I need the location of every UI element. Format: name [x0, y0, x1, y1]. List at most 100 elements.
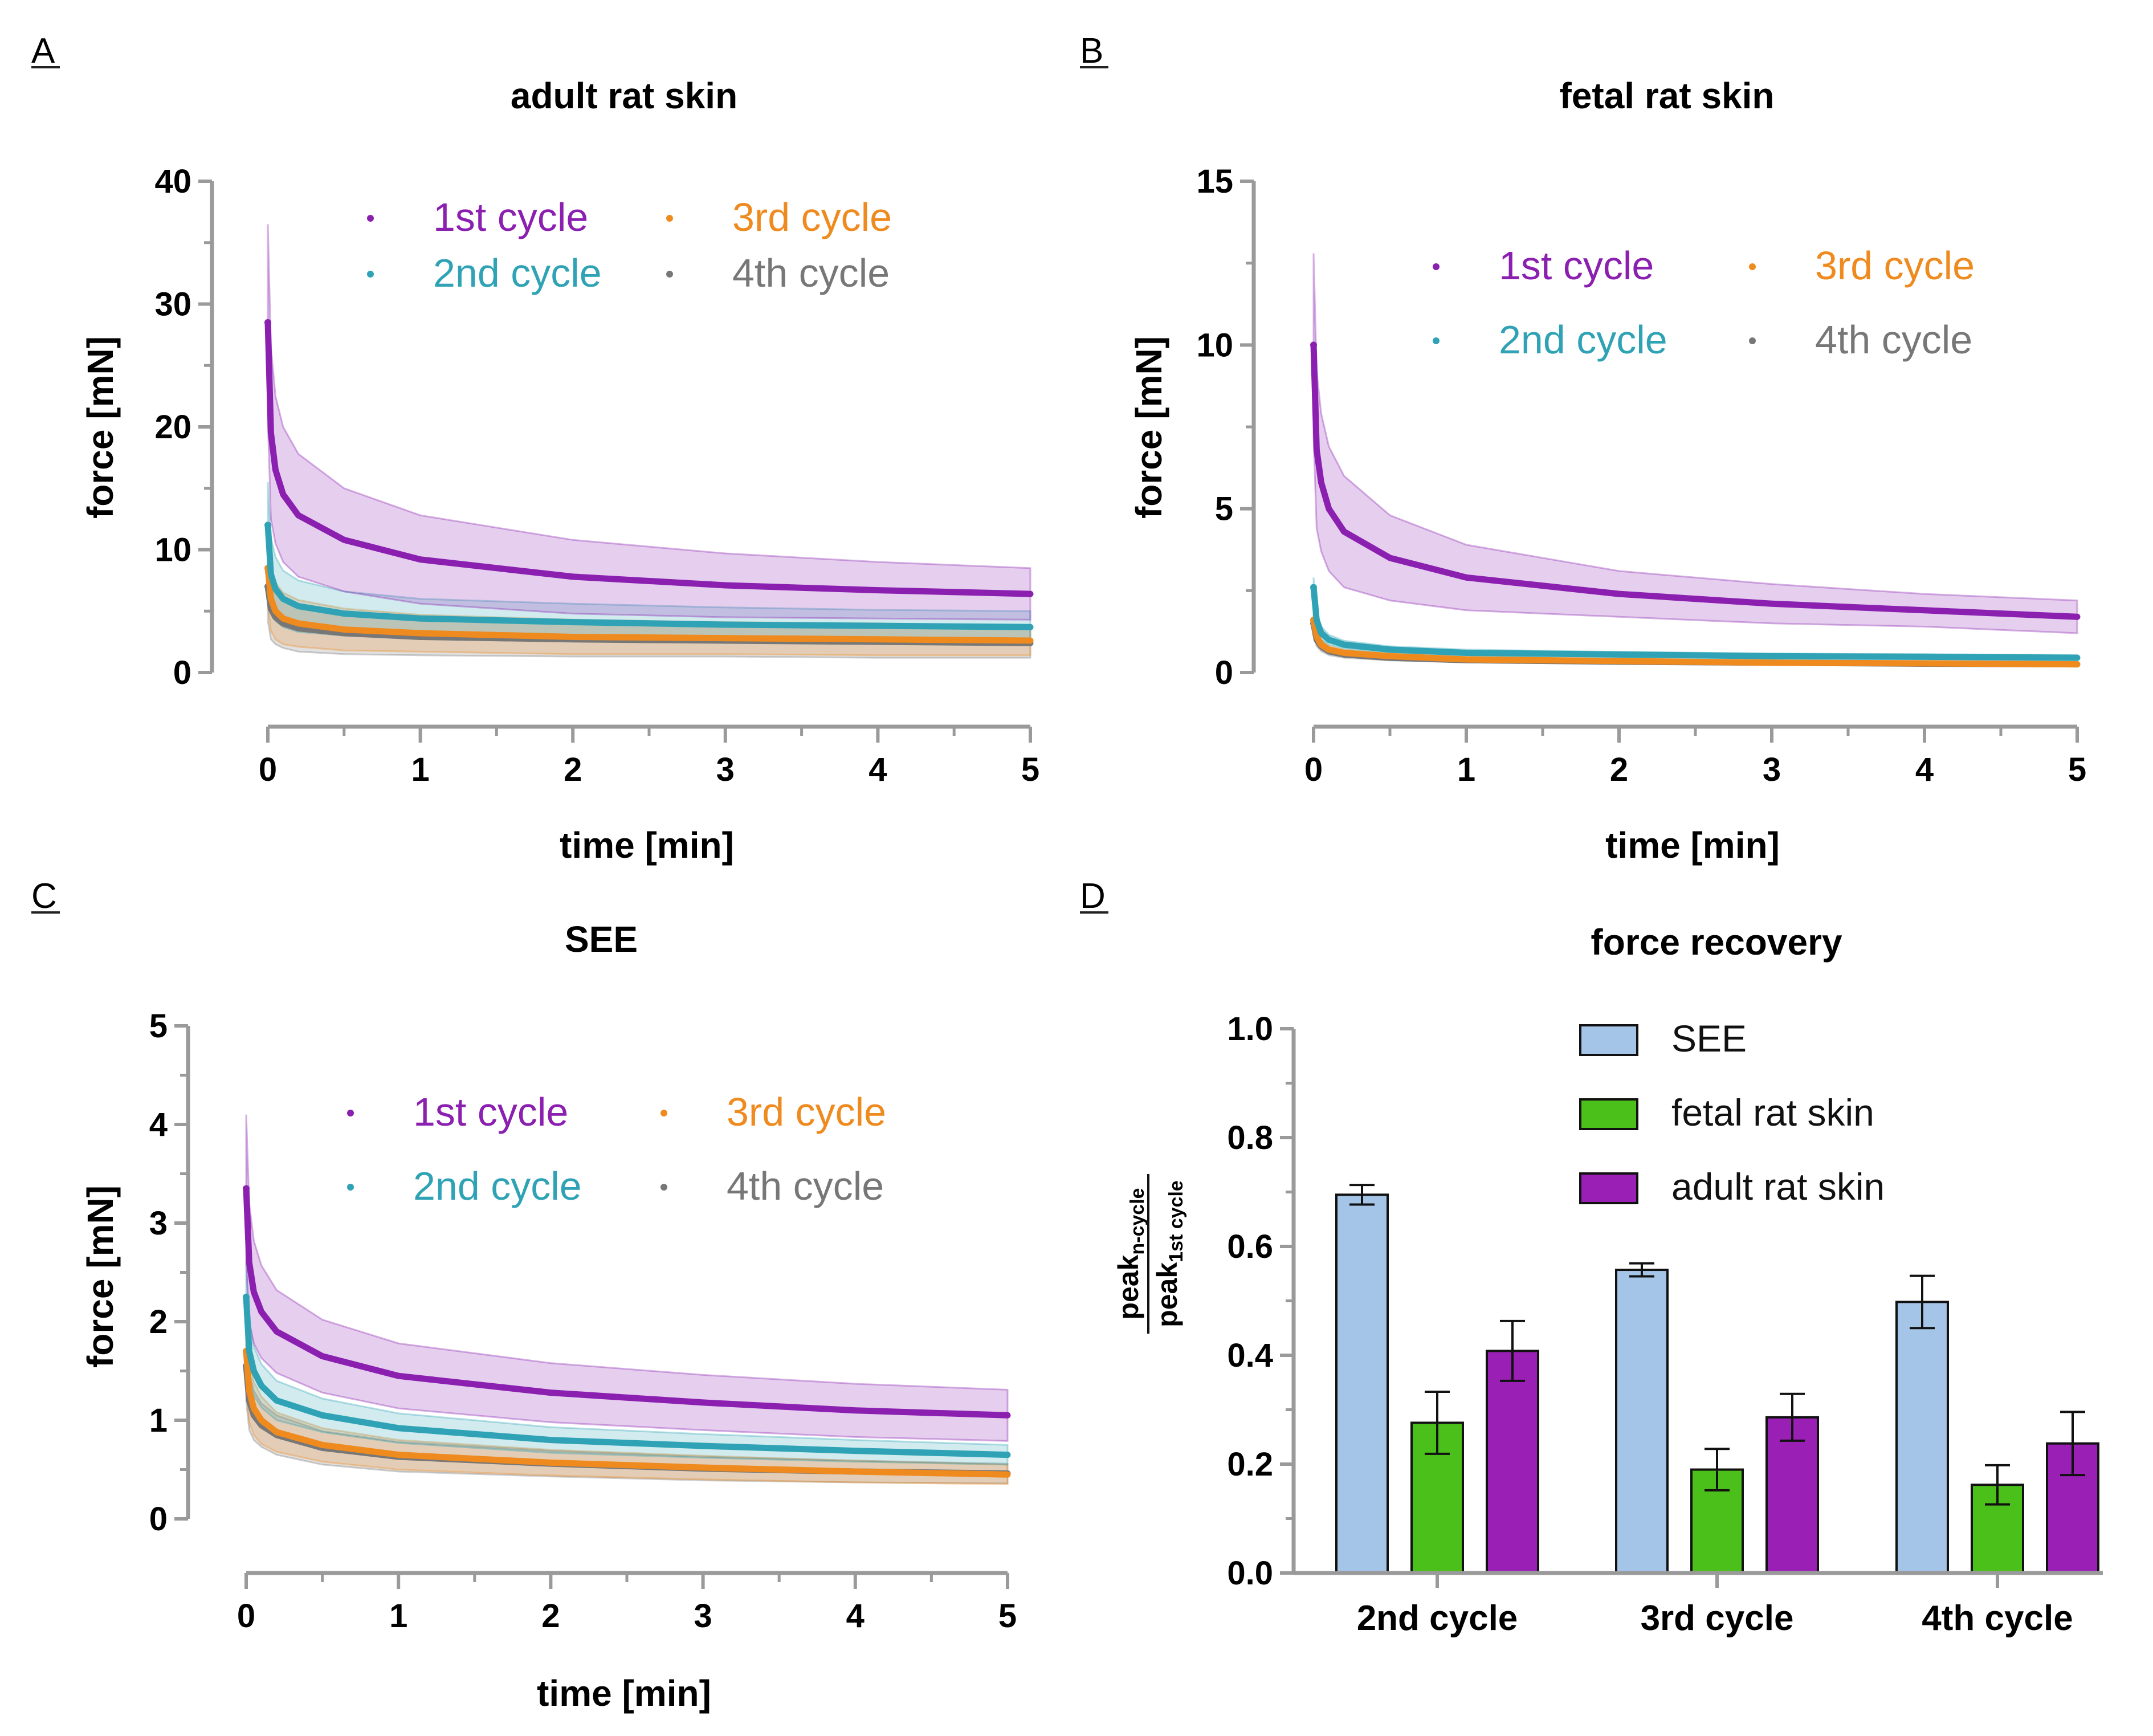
panel-a-series-2nd-cycle-peak-point [264, 521, 271, 529]
panel-c-xtick-label: 3 [694, 1598, 712, 1635]
panel-c-series-1st-cycle-peak-point [243, 1185, 250, 1192]
panel-d-errorbar-see-3rd-cycle [1629, 1262, 1654, 1278]
panel-d-legend-label: fetal rat skin [1671, 1091, 1874, 1134]
panel-a-legend-label: 3rd cycle [732, 195, 892, 239]
panel-b-ytick-label: 5 [1215, 491, 1233, 528]
panel-d-errorbar-adult-rat-skin-2nd-cycle [1500, 1319, 1525, 1382]
panel-c-xtick-label: 0 [237, 1598, 255, 1635]
panel-c-legend-marker [347, 1184, 354, 1191]
panel-d-ytick-label: 0.4 [1227, 1337, 1273, 1374]
panel-c-series-4th-cycle-sd-band [245, 1331, 1009, 1485]
panel-c-legend-label: 4th cycle [727, 1164, 884, 1208]
panel-a-legend-label: 2nd cycle [433, 251, 602, 295]
panel-a-legend-item-2nd-cycle: 2nd cycle [367, 251, 602, 295]
panel-a-xtick-label: 0 [259, 751, 277, 788]
panel-b-xtick-label: 2 [1610, 751, 1628, 788]
panel-c-ytick-label: 3 [149, 1205, 168, 1242]
panel-a-ytick-label: 40 [154, 163, 191, 200]
panel-c-ytick-label: 2 [149, 1303, 168, 1340]
panel-b-ytick-label: 15 [1196, 163, 1233, 200]
panel-d-legend-item-see: SEE [1579, 1017, 1747, 1059]
panel-b-xtick-label: 0 [1304, 751, 1323, 788]
panel-a-xtick-label: 3 [716, 751, 735, 788]
panel-a-legend-marker [666, 271, 673, 278]
panel-a-letter: A [31, 31, 55, 71]
panel-b-xlabel: time [min] [1605, 825, 1780, 866]
panel-c-series-3rd-cycle-sd-band [245, 1311, 1009, 1485]
panel-a: A adult rat skin 0 10 20 30 40 0 1 2 3 4 5 1st cycl… [31, 31, 1039, 866]
panel-d-bar-adult-rat-skin-2nd-cycle [1486, 1350, 1539, 1575]
panel-b-legend-label: 3rd cycle [1815, 243, 1975, 288]
panel-d-errorbar-see-4th-cycle [1910, 1274, 1935, 1330]
panel-a-legend-marker [666, 215, 673, 222]
panel-d-bar-see-3rd-cycle [1615, 1269, 1669, 1574]
panel-c-legend-item-1st-cycle: 1st cycle [347, 1090, 568, 1134]
panel-d-category-label: 2nd cycle [1357, 1599, 1518, 1638]
panel-b-legend-item-4th-cycle: 4th cycle [1749, 317, 1972, 362]
panel-c-legend-marker [660, 1184, 667, 1191]
panel-c-series-1st-cycle-mean-line [243, 1185, 1011, 1419]
panel-a-legend-label: 4th cycle [732, 251, 890, 295]
panel-b-letter: B [1080, 31, 1103, 71]
panel-a-ytick-label: 0 [173, 654, 191, 691]
panel-c-legend-item-4th-cycle: 4th cycle [660, 1164, 884, 1208]
panel-c-xtick-label: 4 [846, 1598, 865, 1635]
panel-b-xtick-label: 4 [1915, 751, 1934, 788]
panel-d-legend-item-adult-rat-skin: adult rat skin [1579, 1166, 1885, 1208]
panel-b-series-1st-cycle-mean-line [1310, 341, 2081, 620]
panel-d-category-label: 3rd cycle [1641, 1599, 1794, 1638]
panel-b-series-1st-cycle-sd-band [1312, 253, 2078, 634]
panel-c-title: SEE [565, 919, 638, 960]
panel-c-letter: C [31, 877, 57, 916]
panel-b: B fetal rat skin 0 5 10 15 0 1 2 3 4 5 1st cycle 2n… [1080, 31, 2086, 866]
panel-c-legend-label: 1st cycle [413, 1090, 568, 1134]
panel-a-legend-marker [367, 271, 374, 278]
panel-b-ytick-label: 0 [1215, 654, 1233, 691]
panel-d-category-label: 4th cycle [1922, 1599, 2073, 1638]
panel-b-legend-item-3rd-cycle: 3rd cycle [1749, 243, 1975, 288]
panel-c-series-2nd-cycle-sd-band [245, 1262, 1009, 1466]
panel-c-plot: 0 1 2 3 4 5 0 1 2 3 4 5 1st cycle 2nd cycle 3rd cycle 4… [80, 1008, 1017, 1714]
panel-d-legend-label: SEE [1671, 1017, 1747, 1059]
panel-a-legend-label: 1st cycle [433, 195, 588, 239]
panel-b-ylabel: force [mN] [1128, 336, 1169, 519]
panel-d-errorbar-adult-rat-skin-3rd-cycle [1780, 1392, 1805, 1442]
panel-c-xtick-label: 2 [541, 1598, 560, 1635]
panel-c-series-2nd-cycle-mean-line [243, 1294, 1011, 1458]
panel-a-legend-item-3rd-cycle: 3rd cycle [666, 195, 892, 239]
panel-d-errorbar-fetal-rat-skin-4th-cycle [1985, 1464, 2010, 1506]
panel-c-ytick-label: 0 [149, 1501, 168, 1538]
panel-c-legend-label: 2nd cycle [413, 1164, 582, 1208]
panel-d-title: force recovery [1591, 922, 1842, 963]
panel-d: D force recovery 0.0 0.2 0.4 0.6 0.8 1.0 2nd c… [1080, 877, 2103, 1638]
panel-a-xtick-label: 2 [564, 751, 582, 788]
panel-c-series-2nd-cycle-peak-point [243, 1293, 250, 1301]
panel-c-series-3rd-cycle-mean-line [243, 1348, 1011, 1478]
panel-c-xlabel: time [min] [537, 1673, 711, 1714]
panel-c-xtick-label: 1 [389, 1598, 407, 1635]
panel-d-errorbar-see-2nd-cycle [1349, 1184, 1375, 1206]
panel-a-series-1st-cycle-peak-point [264, 319, 271, 326]
panel-b-series-2nd-cycle-mean-line [1310, 584, 2081, 661]
panel-d-ytick-label: 0.2 [1227, 1446, 1273, 1483]
panel-a-series-1st-cycle-sd-band [267, 224, 1031, 621]
panel-a-xtick-label: 1 [411, 751, 429, 788]
panel-b-series-3rd-cycle-mean-line [1310, 617, 2081, 668]
panel-b-legend-label: 2nd cycle [1499, 317, 1667, 362]
panel-b-legend-marker [1749, 337, 1756, 344]
panel-d-legend-label: adult rat skin [1671, 1166, 1885, 1208]
panel-b-ytick-label: 10 [1196, 327, 1233, 364]
panel-a-xtick-label: 4 [868, 751, 887, 788]
panel-a-xtick-label: 5 [1021, 751, 1039, 788]
panel-b-series-2nd-cycle-peak-point [1310, 584, 1317, 591]
panel-c-ylabel: force [mN] [80, 1185, 121, 1368]
panel-c-legend-label: 3rd cycle [727, 1090, 886, 1134]
panel-b-legend-label: 1st cycle [1499, 243, 1654, 288]
panel-d-errorbar-fetal-rat-skin-3rd-cycle [1705, 1448, 1730, 1492]
panel-a-xlabel: time [min] [560, 825, 734, 866]
panel-d-errorbar-adult-rat-skin-4th-cycle [2060, 1411, 2085, 1477]
panel-b-title: fetal rat skin [1559, 75, 1774, 116]
panel-d-ytick-label: 1.0 [1227, 1010, 1273, 1048]
panel-b-legend-marker [1433, 263, 1440, 270]
